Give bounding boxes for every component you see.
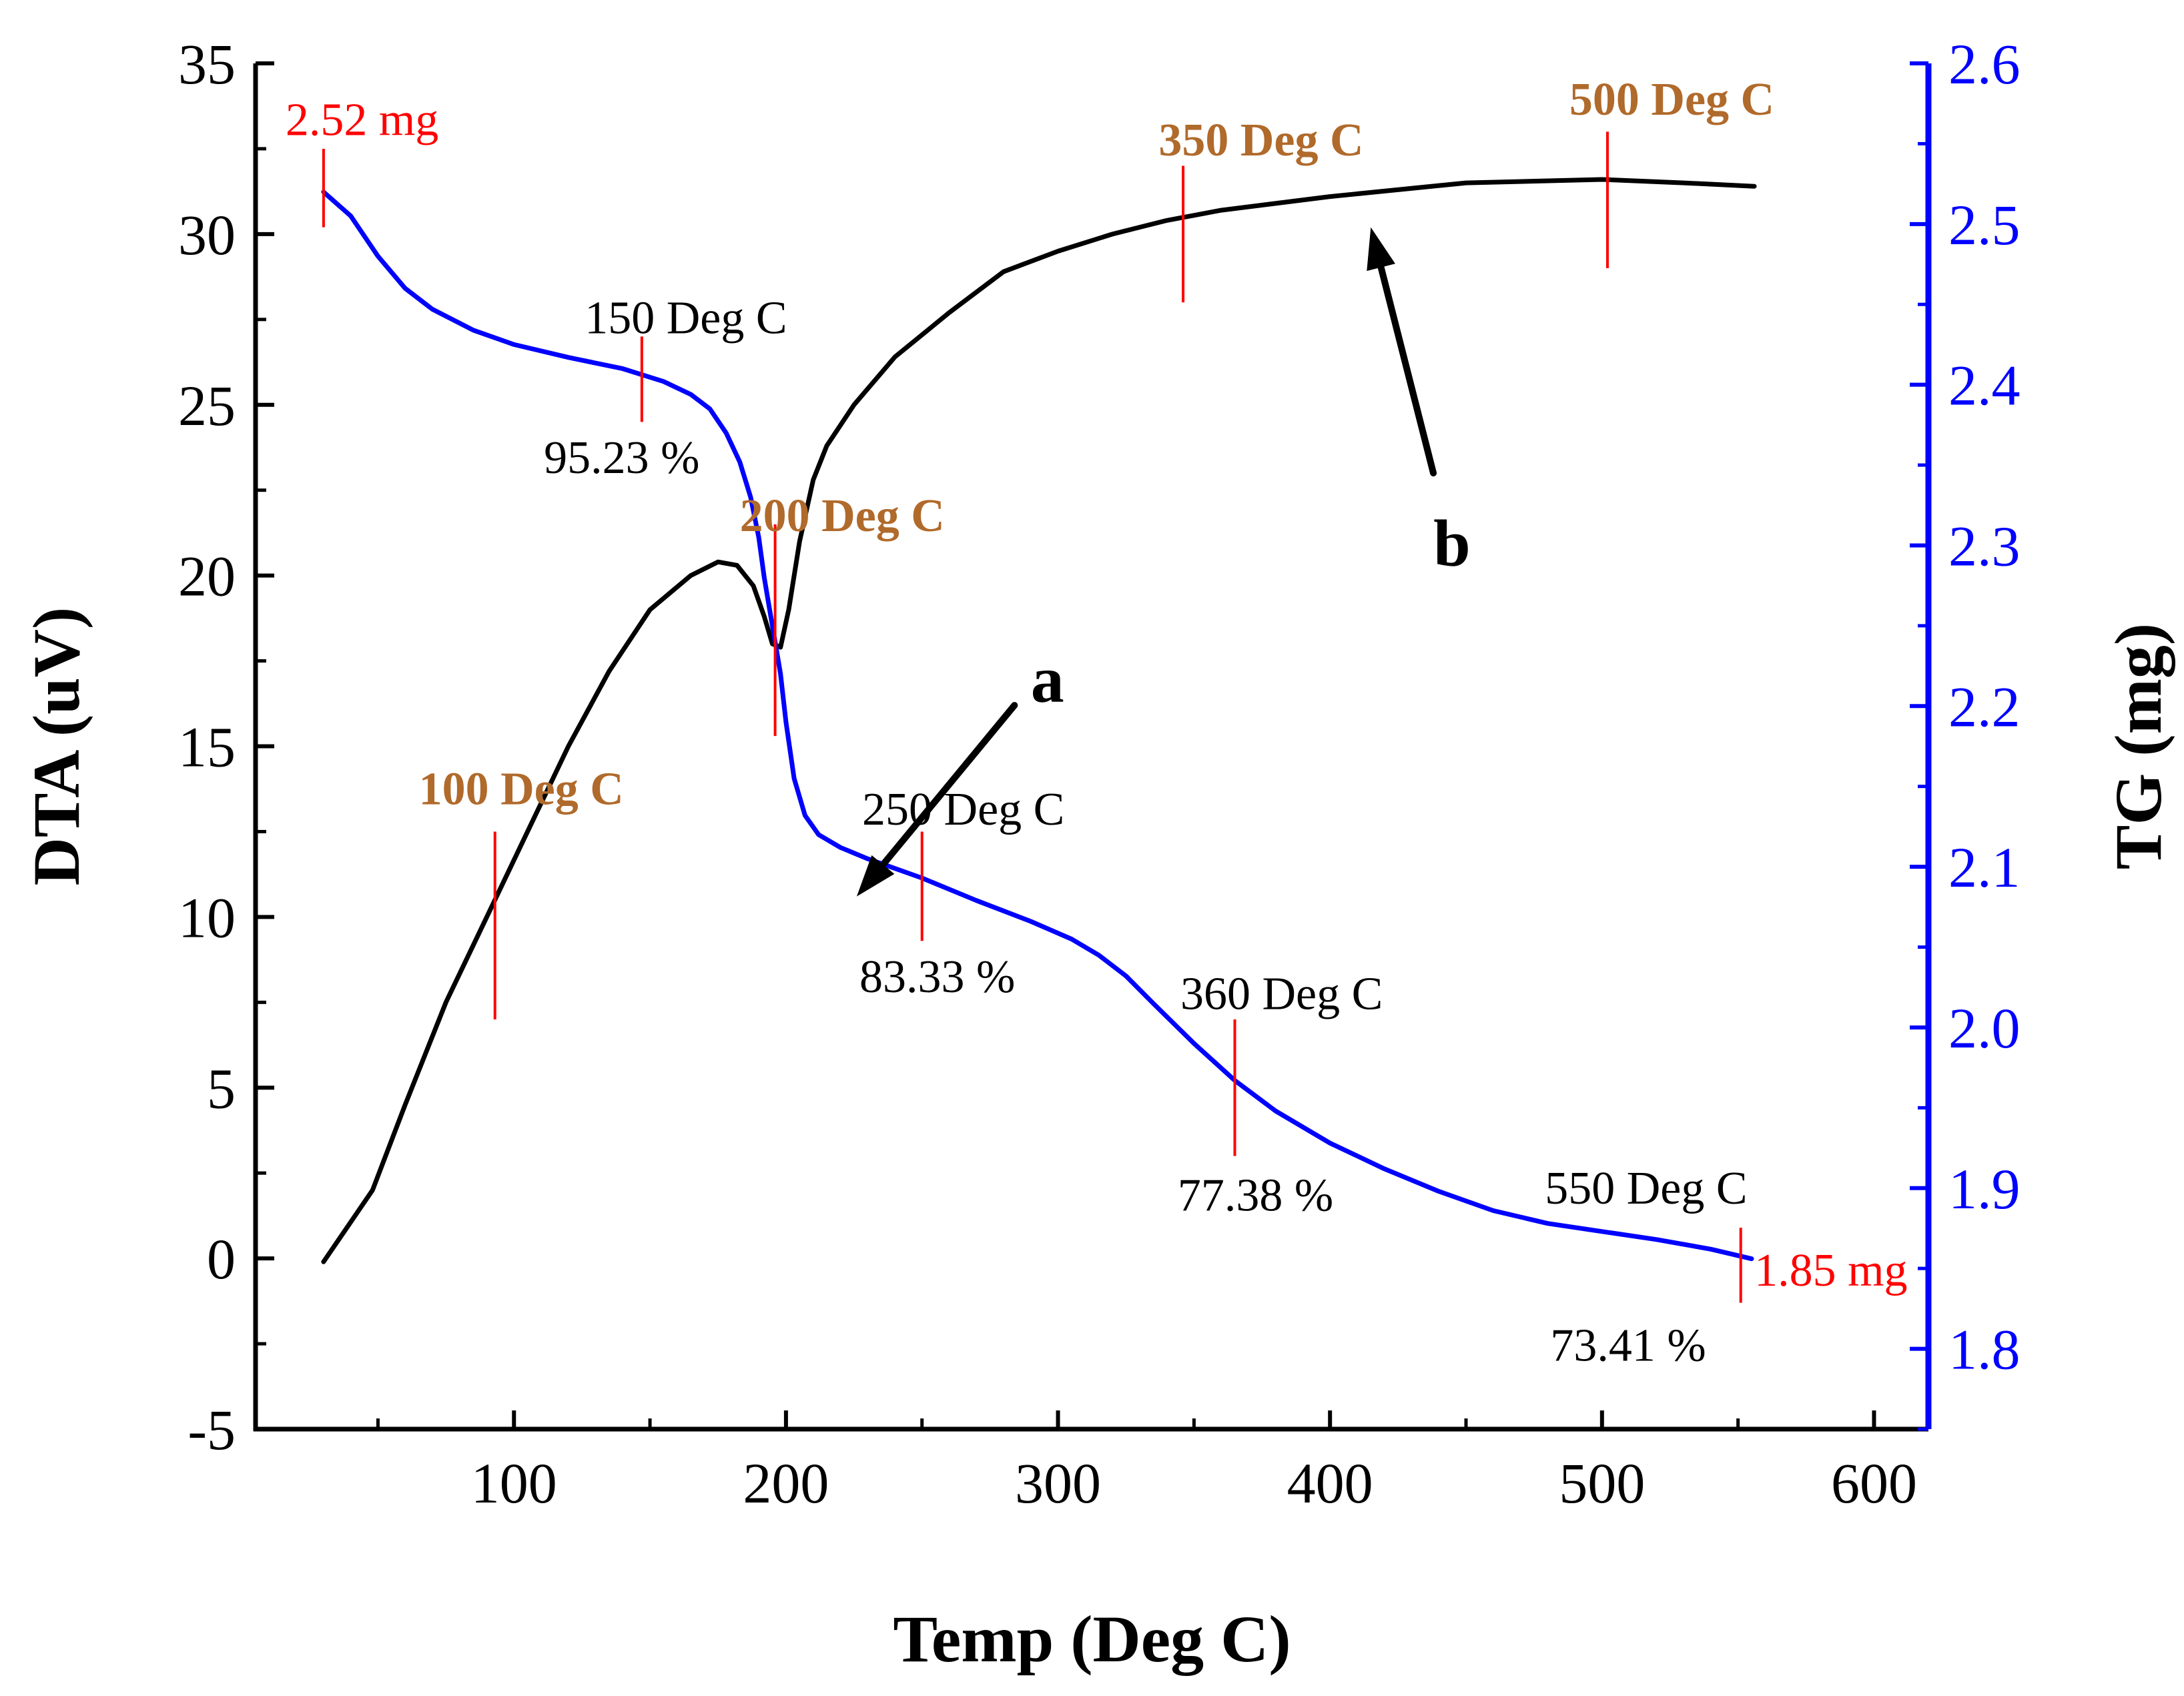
x-tick-label: 200 — [743, 1451, 829, 1515]
arrow-b-shaft — [1377, 264, 1437, 477]
y-left-tick-label: 10 — [178, 885, 236, 949]
label-250-deg: 250 Deg C — [862, 784, 1064, 835]
label-350-deg: 350 Deg C — [1158, 115, 1363, 166]
label-200-deg: 200 Deg C — [740, 490, 945, 542]
curve-layer — [321, 177, 1757, 1264]
label-250-pct: 83.33 % — [859, 951, 1015, 1003]
x-tick-label: 600 — [1831, 1451, 1917, 1515]
y-right-tick-label: 2.3 — [1948, 514, 2021, 578]
y-left-tick-label: 5 — [207, 1056, 236, 1120]
arrow-b-letter: b — [1433, 506, 1471, 580]
y-left-tick-label: 35 — [178, 32, 236, 96]
series-line-tg — [321, 189, 1754, 1262]
x-tick-label: 100 — [471, 1451, 557, 1515]
y-right-tick-label: 1.9 — [1948, 1157, 2021, 1221]
axes-layer — [253, 63, 1932, 1432]
x-tick-label: 500 — [1559, 1451, 1645, 1515]
y-left-tick-label: 15 — [178, 715, 236, 779]
label-550-deg: 550 Deg C — [1545, 1163, 1747, 1214]
annotation-layer: 2.52 mg 100 Deg C 150 Deg C 95.23 % 200 Deg … — [286, 74, 1908, 1372]
y-left-axis-title: DTA (uV) — [19, 607, 93, 886]
y-left-tick-label: 20 — [178, 544, 236, 608]
y-right-tick-label: 1.8 — [1948, 1318, 2021, 1382]
y-right-axis-title: TG (mg) — [2101, 623, 2175, 869]
marker-layer — [322, 131, 1742, 1303]
arrow-a-letter: a — [1031, 643, 1064, 717]
y-right-tick-label: 2.6 — [1948, 32, 2021, 96]
y-left-tick-label: 30 — [178, 203, 236, 267]
y-left-tick-label: -5 — [188, 1398, 236, 1462]
y-right-tick-label: 2.2 — [1948, 675, 2021, 739]
y-right-tick-label: 2.4 — [1948, 354, 2021, 418]
y-right-tick-label: 2.0 — [1948, 996, 2021, 1060]
x-tick-label: 400 — [1287, 1451, 1373, 1515]
arrow-b-head — [1367, 227, 1395, 272]
arrow-a-shaft — [879, 702, 1018, 868]
y-right-tick-label: 2.5 — [1948, 193, 2021, 257]
label-100-deg: 100 Deg C — [419, 763, 624, 815]
axis-title-layer: Temp (Deg C) DTA (uV) TG (mg) — [19, 607, 2175, 1676]
label-550-pct: 73.41 % — [1550, 1320, 1706, 1372]
y-left-tick-label: 25 — [178, 374, 236, 438]
y-right-tick-label: 2.1 — [1948, 835, 2021, 899]
label-550-mass: 1.85 mg — [1754, 1245, 1907, 1296]
label-150-deg: 150 Deg C — [585, 292, 787, 344]
label-360-pct: 77.38 % — [1178, 1170, 1333, 1221]
x-tick-label: 300 — [1015, 1451, 1101, 1515]
label-360-deg: 360 Deg C — [1180, 969, 1383, 1020]
series-line-dta — [321, 177, 1757, 1264]
arrow-a-head — [856, 855, 895, 897]
label-150-pct: 95.23 % — [544, 432, 699, 484]
label-start-mass: 2.52 mg — [286, 94, 438, 145]
y-left-tick-label: 0 — [207, 1227, 236, 1291]
x-axis-title: Temp (Deg C) — [893, 1602, 1291, 1676]
label-500-deg: 500 Deg C — [1569, 74, 1774, 125]
tick-layer: -5 0 5 10 15 20 25 30 35 1.8 1.9 2.0 2.1 2.2 2.3 2.4 2.5… — [178, 32, 2021, 1515]
